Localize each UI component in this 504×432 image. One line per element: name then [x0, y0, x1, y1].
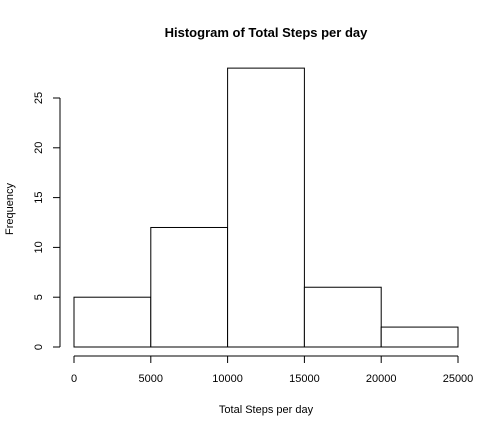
- x-tick-label: 25000: [443, 373, 474, 385]
- histogram-bar: [150, 226, 229, 348]
- y-axis: 0 5 10 15 20 25: [33, 92, 61, 350]
- histogram-bar: [303, 286, 382, 348]
- histogram-bar: [73, 296, 152, 348]
- y-tick-label: 15: [33, 191, 45, 203]
- histogram-bars: [73, 67, 459, 348]
- x-tick-label: 15000: [289, 373, 320, 385]
- y-tick-label: 5: [33, 294, 45, 300]
- y-axis-label: Frequency: [4, 183, 16, 235]
- y-tick-label: 20: [33, 142, 45, 154]
- x-axis-label: Total Steps per day: [219, 404, 314, 416]
- y-tick-label: 25: [33, 92, 45, 104]
- y-tick-label: 0: [33, 344, 45, 350]
- histogram-bar: [380, 326, 459, 348]
- x-tick-label: 10000: [212, 373, 243, 385]
- x-tick-label: 5000: [139, 373, 163, 385]
- chart-title: Histogram of Total Steps per day: [165, 25, 369, 40]
- y-tick-label: 10: [33, 241, 45, 253]
- histogram-bar: [227, 67, 305, 348]
- x-tick-label: 20000: [366, 373, 397, 385]
- x-tick-label: 0: [71, 373, 77, 385]
- x-axis: 0 5000 10000 15000 20000 25000: [71, 355, 474, 385]
